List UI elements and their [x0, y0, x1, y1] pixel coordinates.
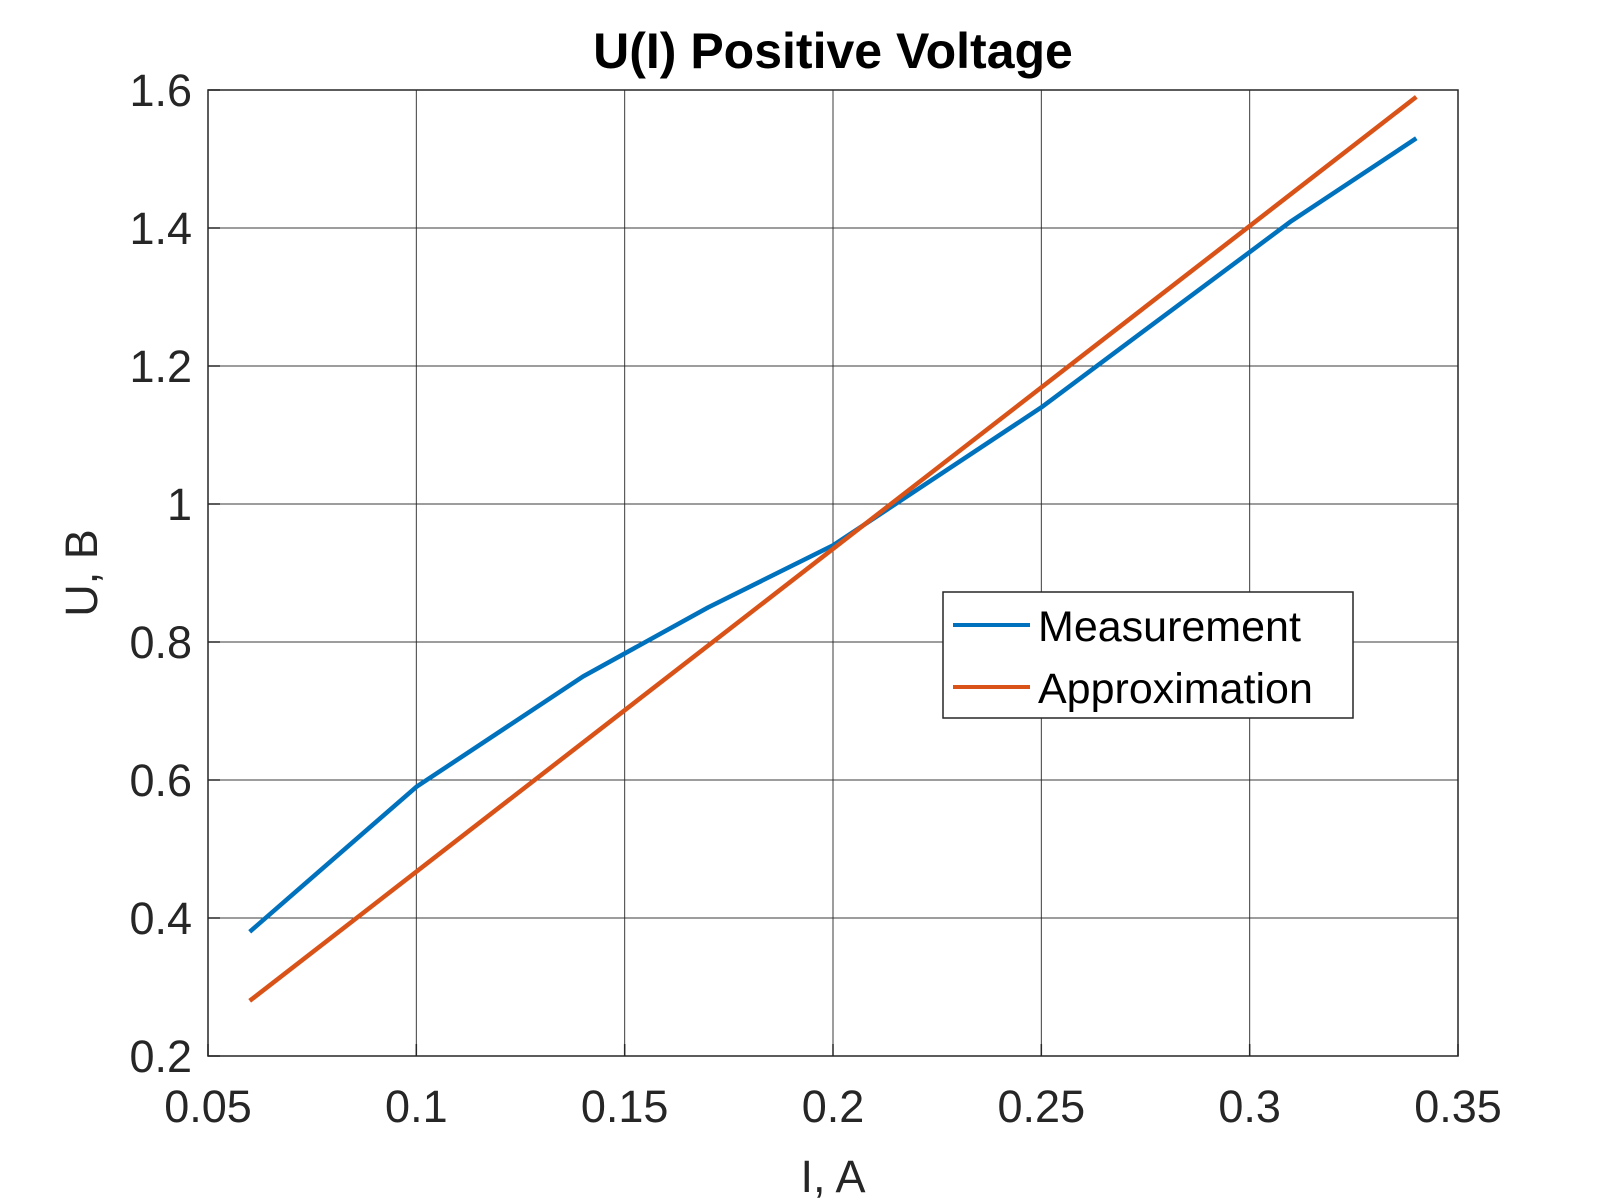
- x-tick-label: 0.05: [164, 1081, 252, 1132]
- chart-title: U(I) Positive Voltage: [593, 23, 1073, 79]
- y-tick-label: 1.6: [129, 65, 192, 116]
- x-tick-label: 0.35: [1414, 1081, 1502, 1132]
- y-tick-label: 0.4: [129, 893, 192, 944]
- legend-label-measurement: Measurement: [1038, 603, 1301, 651]
- y-tick-label: 0.2: [129, 1031, 192, 1082]
- y-tick-label: 1.4: [129, 203, 192, 254]
- x-tick-label: 0.1: [385, 1081, 448, 1132]
- legend-label-approximation: Approximation: [1038, 665, 1313, 713]
- x-tick-label: 0.15: [581, 1081, 669, 1132]
- y-axis-label: U, B: [56, 529, 107, 617]
- x-tick-label: 0.2: [802, 1081, 865, 1132]
- y-tick-label: 0.6: [129, 755, 192, 806]
- series-line-measurement: [248, 136, 1418, 934]
- y-tick-label: 0.8: [129, 617, 192, 668]
- series-line-approximation: [248, 95, 1418, 1003]
- y-tick-label: 1.2: [129, 341, 192, 392]
- tick-labels: 0.05 0.1 0.15 0.2 0.25 0.3 0.35 0.2 0.4 0.6 0.8 1 1.…: [129, 65, 1501, 1132]
- x-tick-label: 0.3: [1218, 1081, 1281, 1132]
- legend-box: [942, 591, 1354, 719]
- legend: Measurement Approximation: [942, 591, 1354, 719]
- series-layer: [248, 95, 1418, 1003]
- x-axis-label: I, A: [800, 1151, 865, 1200]
- x-tick-label: 0.25: [998, 1081, 1086, 1132]
- y-tick-label: 1: [167, 479, 192, 530]
